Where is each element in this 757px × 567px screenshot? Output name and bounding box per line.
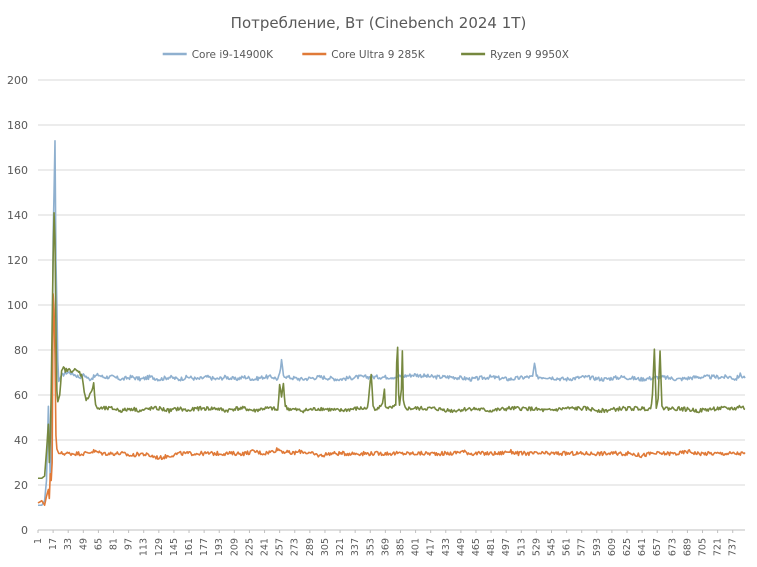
x-tick-label: 497 [501,538,512,556]
x-tick-label: 113 [139,538,150,556]
x-tick-label: 225 [244,538,255,556]
series-line-2 [37,292,746,507]
gridlines [38,79,745,531]
x-tick-label: 369 [380,538,391,556]
x-tick-label: 305 [320,538,331,556]
legend-label: Core i9-14900K [192,49,274,61]
x-tick-label: 97 [124,538,135,550]
series-lines [37,139,746,507]
x-tick-label: 721 [713,538,724,556]
x-axis-ticks: 1 17 33 49 65 81 97 113 129 145 161 177 193 209 225 241… [33,530,739,556]
x-tick-label: 593 [592,538,603,556]
y-tick-label: 140 [7,209,28,222]
legend: Core i9-14900K Core Ultra 9 285K Ryzen 9 9… [162,49,569,61]
x-tick-label: 337 [350,538,361,556]
x-tick-label: 289 [305,538,316,556]
x-tick-label: 65 [93,538,104,550]
x-tick-label: 193 [214,538,225,556]
x-tick-label: 737 [728,538,739,556]
x-tick-label: 241 [260,538,271,556]
x-tick-label: 481 [486,538,497,556]
y-tick-label: 100 [7,299,28,312]
x-tick-label: 321 [335,538,346,556]
x-tick-label: 433 [441,538,452,556]
x-tick-label: 17 [48,538,59,550]
x-tick-label: 145 [169,538,180,556]
y-tick-label: 80 [14,344,28,357]
y-tick-label: 40 [14,434,28,447]
y-tick-label: 120 [7,254,28,267]
x-tick-label: 161 [184,538,195,556]
x-tick-label: 465 [471,538,482,556]
x-tick-label: 705 [698,538,709,556]
legend-label: Ryzen 9 9950X [490,49,569,61]
x-tick-label: 609 [607,538,618,556]
x-tick-label: 641 [637,538,648,556]
x-tick-label: 417 [426,538,437,556]
x-tick-label: 513 [516,538,527,556]
x-tick-label: 401 [411,538,422,556]
series-line-1 [38,139,746,507]
x-tick-label: 673 [667,538,678,556]
x-tick-label: 577 [577,538,588,556]
x-tick-label: 209 [229,538,240,556]
x-tick-label: 353 [365,538,376,556]
y-tick-label: 160 [7,164,28,177]
x-tick-label: 449 [456,538,467,556]
y-tick-label: 200 [7,74,28,87]
x-tick-label: 545 [546,538,557,556]
x-tick-label: 625 [622,538,633,556]
legend-label: Core Ultra 9 285K [331,49,426,61]
x-tick-label: 273 [290,538,301,556]
x-tick-label: 177 [199,538,210,556]
y-tick-label: 180 [7,119,28,132]
y-tick-label: 0 [21,524,28,537]
y-tick-label: 20 [14,479,28,492]
x-tick-label: 1 [33,538,44,544]
x-tick-label: 689 [682,538,693,556]
x-tick-label: 33 [63,538,74,550]
series-line-3 [38,211,746,480]
chart-title: Потребление, Вт (Cinebench 2024 1T) [231,14,527,32]
x-tick-label: 657 [652,538,663,556]
x-tick-label: 49 [78,538,89,550]
y-tick-label: 60 [14,389,28,402]
x-tick-label: 529 [531,538,542,556]
y-axis-ticks: 0 20 40 60 80 100 120 140 160 180 200 [7,74,28,537]
x-tick-label: 385 [395,538,406,556]
x-tick-label: 561 [562,538,573,556]
x-tick-label: 81 [109,538,120,550]
x-tick-label: 257 [275,538,286,556]
x-tick-label: 129 [154,538,165,556]
